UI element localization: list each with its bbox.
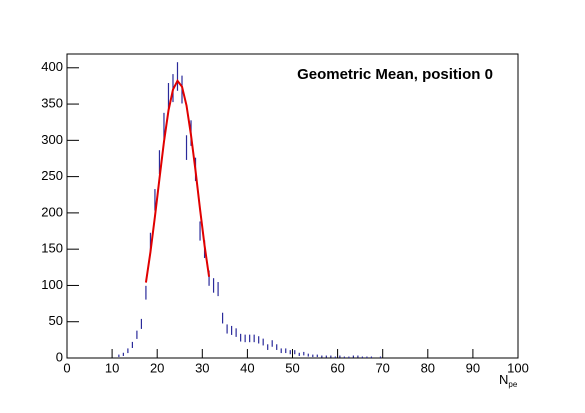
x-tick-label: 30 [195,360,209,375]
x-tick-label: 40 [240,360,254,375]
y-tick-label: 150 [41,241,63,256]
x-label-main: N [499,372,508,387]
x-label-sub: pe [508,380,517,389]
frame [66,53,519,359]
y-tick-label: 200 [41,204,63,219]
x-tick-label: 20 [150,360,164,375]
fit-curve [144,78,211,283]
y-tick-label: 400 [41,59,63,74]
y-tick-label: 250 [41,168,63,183]
x-axis-label: Npe [499,372,518,389]
x-tick-label: 80 [421,360,435,375]
x-tick-label: 10 [105,360,119,375]
y-tick-label: 50 [49,313,63,328]
y-tick-label: 0 [56,349,63,364]
x-tick-label: 0 [63,360,70,375]
y-tick-label: 350 [41,95,63,110]
chart-title: Geometric Mean, position 0 [297,66,493,83]
y-tick-label: 300 [41,132,63,147]
y-tick-label: 100 [41,277,63,292]
x-tick-label: 60 [330,360,344,375]
x-tick-label: 70 [375,360,389,375]
x-tick-label: 100 [507,360,529,375]
x-tick-label: 50 [285,360,299,375]
x-tick-label: 90 [466,360,480,375]
